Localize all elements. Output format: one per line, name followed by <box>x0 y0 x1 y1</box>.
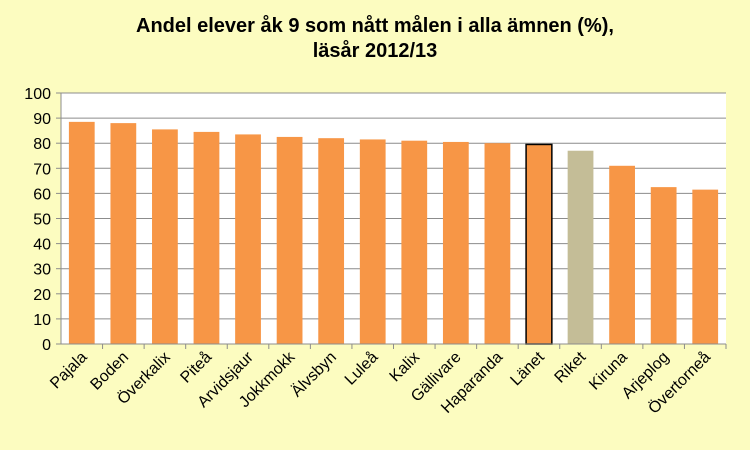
chart-title-line2: läsår 2012/13 <box>312 40 438 62</box>
x-tick-label: Pajala <box>47 349 91 393</box>
x-tick-label: Länet <box>507 348 548 389</box>
y-tick-label: 100 <box>24 86 51 103</box>
x-tick-label: Älvsbyn <box>288 348 340 400</box>
bar-arvidsjaur <box>235 134 261 344</box>
y-tick-label: 20 <box>33 287 51 304</box>
y-tick-label: 40 <box>33 237 51 254</box>
y-tick-label: 70 <box>33 161 51 178</box>
chart-title-line1: Andel elever åk 9 som nått målen i alla … <box>136 15 614 37</box>
y-tick-label: 30 <box>33 262 51 279</box>
bar-kiruna <box>609 165 635 344</box>
y-tick-label: 10 <box>33 312 51 329</box>
bar-luleå <box>359 139 386 344</box>
x-tick-label: Riket <box>552 348 590 386</box>
bar-haparanda <box>484 143 511 344</box>
x-tick-label: Kalix <box>387 349 424 386</box>
y-tick-label: 60 <box>33 186 51 203</box>
bar-länet <box>525 143 553 345</box>
bar-gällivare <box>442 141 469 344</box>
bar-riket <box>567 150 594 344</box>
bar-kalix <box>401 140 428 344</box>
bar-jokkmokk <box>276 136 303 344</box>
y-tick-label: 0 <box>42 337 51 354</box>
bar-boden <box>110 123 137 345</box>
bar-överkalix <box>152 129 178 344</box>
bar-piteå <box>193 131 220 344</box>
y-tick-label: 90 <box>33 111 51 128</box>
chart-title: Andel elever åk 9 som nått målen i alla … <box>0 14 750 64</box>
bar-övertorneå <box>692 189 719 344</box>
x-tick-label: Luleå <box>341 348 381 388</box>
bar-pajala <box>68 121 95 345</box>
y-tick-label: 50 <box>33 212 51 229</box>
x-tick-label: Piteå <box>177 348 216 387</box>
bar-arjeplog <box>650 187 677 344</box>
y-tick-label: 80 <box>33 136 51 153</box>
bar-älvsbyn <box>318 138 345 344</box>
